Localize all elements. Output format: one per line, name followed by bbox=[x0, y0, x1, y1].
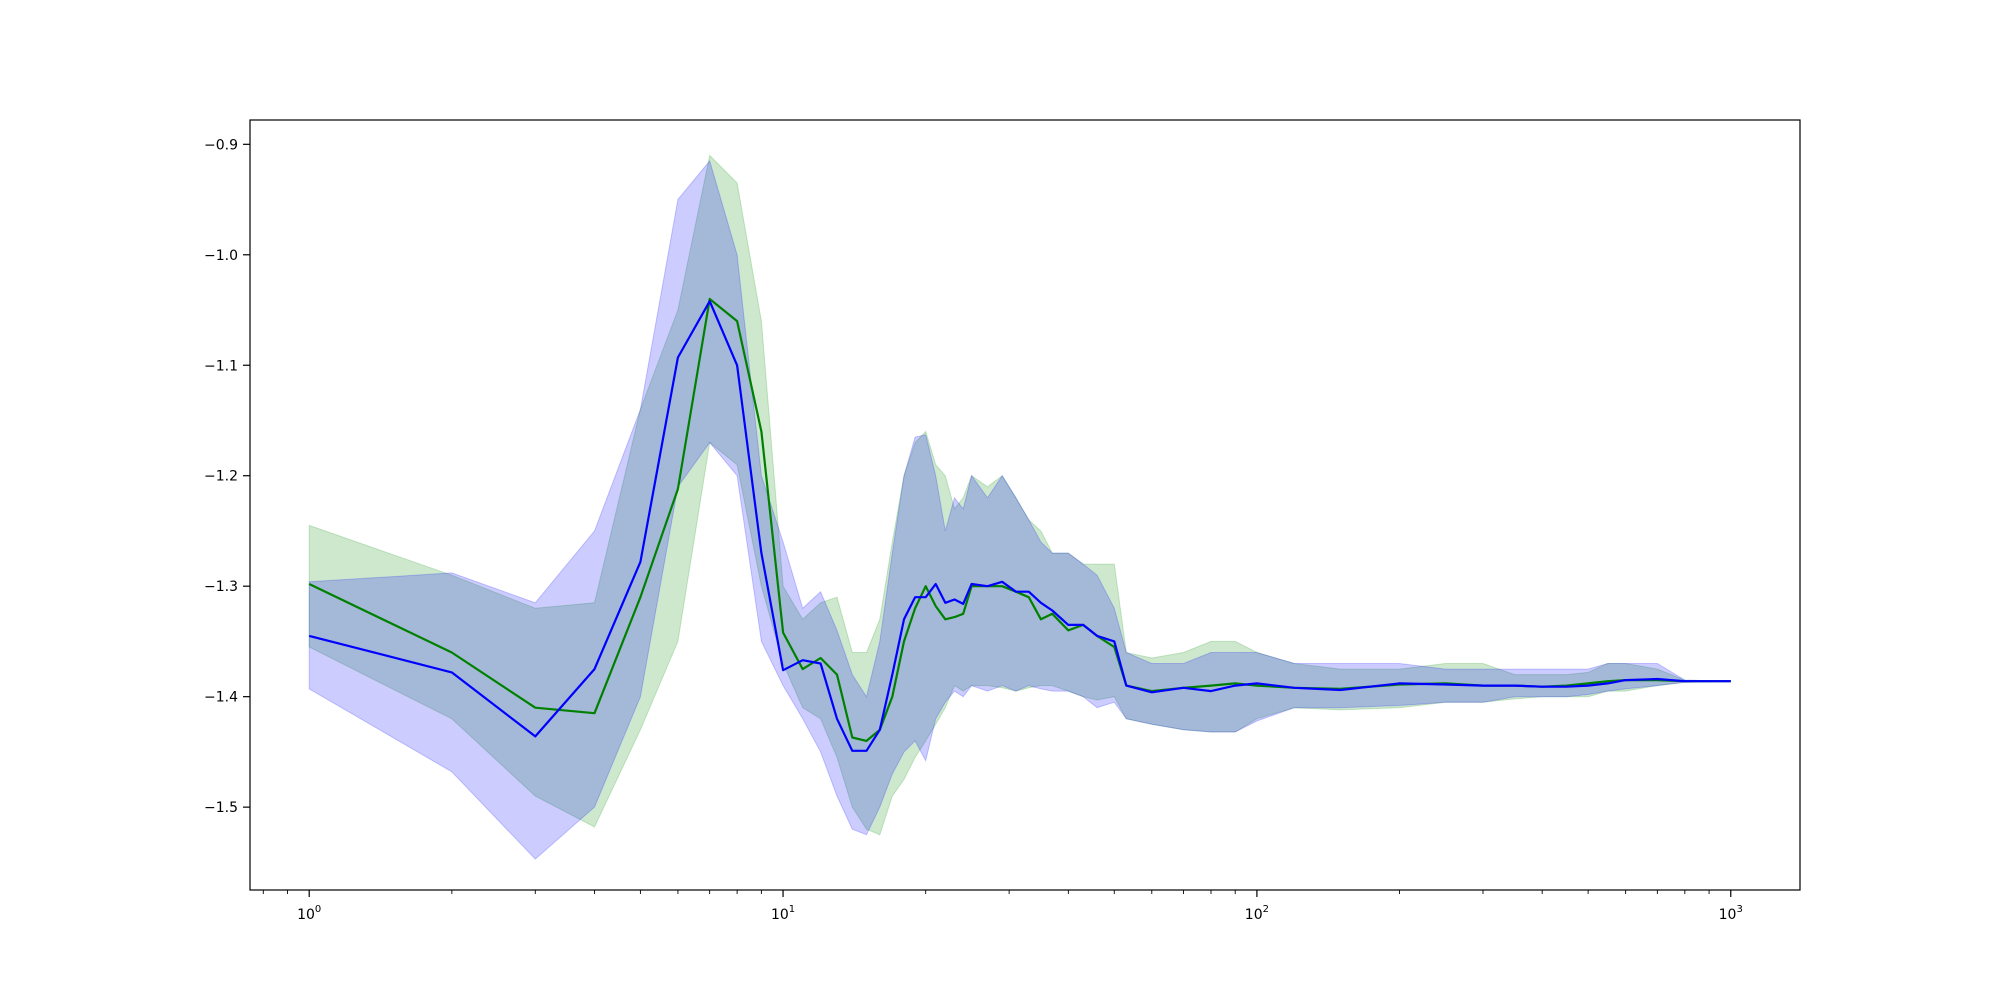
y-tick-label: −1.5 bbox=[204, 800, 238, 816]
y-tick-label: −1.0 bbox=[204, 248, 238, 264]
y-axis: −0.9 −1.0 −1.1 −1.2 −1.3 −1.4 −1.5 bbox=[204, 137, 250, 816]
series-lines bbox=[308, 297, 1731, 752]
y-tick-label: −1.3 bbox=[204, 579, 238, 595]
x-tick-label: 100 bbox=[297, 904, 321, 923]
series-line-2 bbox=[308, 300, 1731, 752]
y-tick-label: −1.4 bbox=[204, 690, 238, 706]
y-tick-label: −1.1 bbox=[204, 358, 238, 374]
x-axis: 100 101 102 103 bbox=[262, 890, 1743, 923]
y-tick-label: −1.2 bbox=[204, 469, 238, 485]
y-tick-label: −0.9 bbox=[204, 137, 238, 153]
x-tick-label: 102 bbox=[1245, 904, 1269, 923]
x-tick-label: 103 bbox=[1719, 904, 1743, 923]
plot-frame bbox=[249, 119, 1801, 891]
confidence-band-2 bbox=[308, 159, 1731, 860]
confidence-bands bbox=[308, 154, 1731, 860]
x-tick-label: 101 bbox=[771, 904, 795, 923]
